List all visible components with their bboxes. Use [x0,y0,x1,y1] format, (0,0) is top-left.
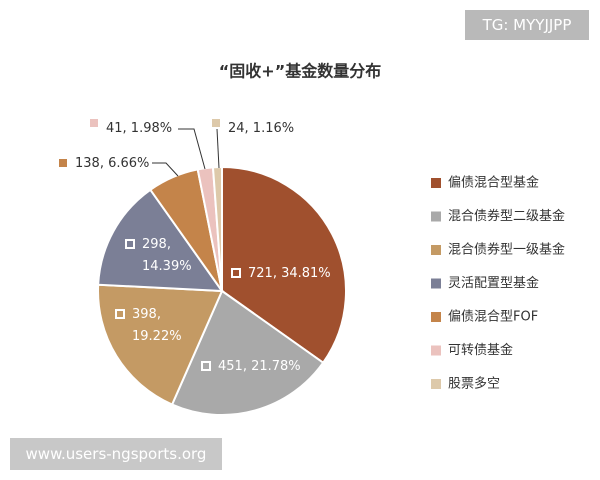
label-icon [59,159,67,167]
pie-slice [97,283,224,406]
data-label: 24, 1.16% [228,121,295,136]
legend-swatch [431,278,441,289]
label-icon [201,361,211,371]
leader-line [152,162,179,177]
label-icon [125,239,135,249]
data-label: 138, 6.66% [75,156,150,171]
legend-label: 混合债券型二级基金 [448,208,565,224]
leader-line [216,128,220,169]
label-icon [231,268,241,278]
pie-slice [170,289,325,416]
legend-label: 偏债混合型FOF [448,310,538,325]
label-icon [115,309,125,319]
leader-line [178,128,206,170]
data-label: 298, 14.39% [142,237,192,274]
chart-title: “固收+”基金数量分布 [219,62,381,81]
legend-swatch [431,345,441,356]
label-icon [90,119,98,127]
legend-swatch [431,379,441,389]
legend-swatch [431,178,441,188]
label-icon [212,119,220,127]
legend-swatch [431,245,441,255]
watermark: TG: MYYJJPP [465,10,589,40]
legend-swatch [431,312,441,322]
data-label: 721, 34.81% [248,266,331,281]
legend-label: 股票多空 [448,376,500,392]
data-label: 451, 21.78% [218,359,301,374]
pie-slice [211,165,223,292]
legend-label: 偏债混合型基金 [448,175,539,191]
data-label: 41, 1.98% [106,121,173,136]
data-label: 398, 19.22% [132,307,182,344]
legend-swatch [431,211,441,222]
legend-label: 可转债基金 [448,342,513,358]
legend-label: 混合债券型一级基金 [448,242,565,258]
pie-slice [221,165,347,365]
watermark: www.users-ngsports.org [10,438,222,470]
pie-slice [97,188,225,293]
legend-label: 灵活配置型基金 [448,275,539,291]
